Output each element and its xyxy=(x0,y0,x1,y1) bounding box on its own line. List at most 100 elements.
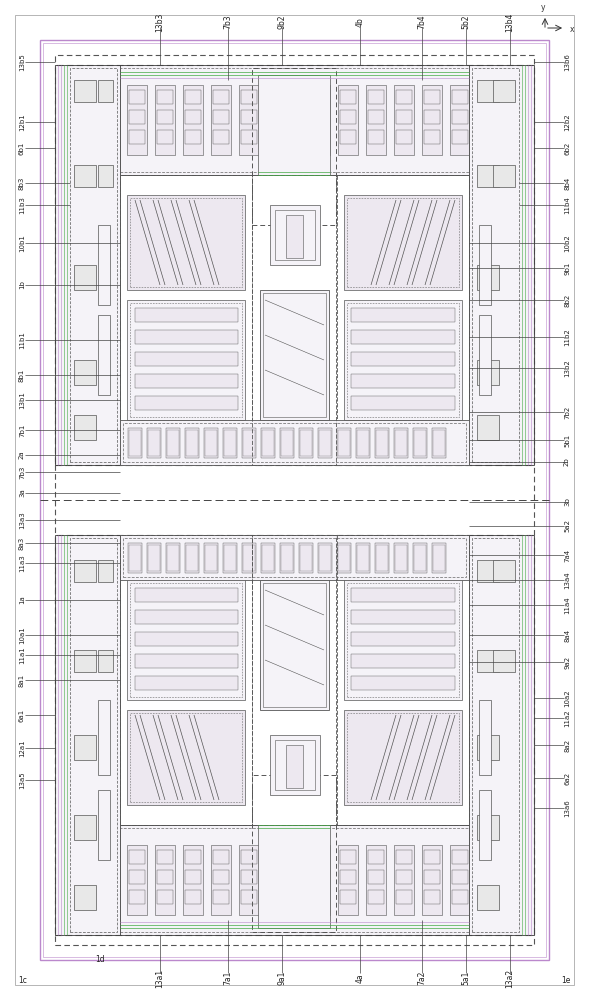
Bar xyxy=(123,538,466,577)
Bar xyxy=(74,80,96,102)
Text: 3b: 3b xyxy=(564,498,570,506)
Bar xyxy=(312,110,328,124)
Bar xyxy=(213,130,229,144)
Bar xyxy=(275,740,315,790)
Bar xyxy=(241,110,257,124)
Bar xyxy=(413,543,427,573)
Bar xyxy=(120,535,469,580)
Bar xyxy=(319,430,331,456)
Bar xyxy=(263,583,326,707)
Bar xyxy=(269,90,285,104)
Text: 6b1: 6b1 xyxy=(19,141,25,155)
Bar xyxy=(185,543,199,573)
Bar xyxy=(452,870,468,884)
Bar xyxy=(117,65,472,175)
Bar xyxy=(40,40,549,960)
Text: 8a1: 8a1 xyxy=(19,673,25,687)
Bar xyxy=(396,90,412,104)
Bar xyxy=(318,543,332,573)
Text: 13b4: 13b4 xyxy=(505,12,515,32)
Text: 11a4: 11a4 xyxy=(564,596,570,614)
Bar xyxy=(338,430,350,456)
Bar xyxy=(368,870,384,884)
Bar xyxy=(239,845,259,915)
Bar xyxy=(211,85,231,155)
Bar xyxy=(98,790,110,860)
Text: 13a5: 13a5 xyxy=(19,771,25,789)
Bar xyxy=(129,850,145,864)
Bar xyxy=(414,545,426,571)
Bar xyxy=(356,428,370,458)
Bar xyxy=(157,130,173,144)
Bar xyxy=(213,870,229,884)
Text: 5a2: 5a2 xyxy=(564,520,570,532)
Bar xyxy=(469,535,534,935)
Bar xyxy=(185,90,201,104)
Bar xyxy=(129,90,145,104)
Bar xyxy=(351,610,455,624)
Bar xyxy=(452,90,468,104)
Bar xyxy=(43,43,546,957)
Bar xyxy=(432,543,446,573)
Text: 8a3: 8a3 xyxy=(19,536,25,550)
Bar xyxy=(157,890,173,904)
Bar xyxy=(281,545,293,571)
Bar xyxy=(167,545,179,571)
Bar xyxy=(135,588,238,602)
Bar xyxy=(319,545,331,571)
Bar xyxy=(337,428,351,458)
Bar xyxy=(340,130,356,144)
Bar xyxy=(127,580,245,700)
Text: 2b: 2b xyxy=(564,458,570,466)
Text: 1b: 1b xyxy=(19,281,25,289)
Bar xyxy=(357,430,369,456)
Text: 8b1: 8b1 xyxy=(19,368,25,382)
Bar xyxy=(70,68,117,462)
Bar xyxy=(147,428,161,458)
Bar xyxy=(452,130,468,144)
Bar xyxy=(477,735,499,760)
Text: 13a4: 13a4 xyxy=(564,571,570,589)
Bar xyxy=(395,430,407,456)
Bar xyxy=(493,80,515,102)
Bar xyxy=(280,543,294,573)
Bar xyxy=(157,850,173,864)
Bar xyxy=(261,428,275,458)
Text: 11b4: 11b4 xyxy=(564,196,570,214)
Text: 10a1: 10a1 xyxy=(19,626,25,644)
Bar xyxy=(204,428,218,458)
Text: 7b4: 7b4 xyxy=(418,15,426,29)
Bar xyxy=(351,588,455,602)
Bar xyxy=(375,543,389,573)
Bar xyxy=(368,130,384,144)
Text: 12b1: 12b1 xyxy=(19,113,25,131)
Bar xyxy=(239,85,259,155)
Bar xyxy=(157,110,173,124)
Text: y: y xyxy=(541,3,545,12)
Text: 5b2: 5b2 xyxy=(462,15,471,29)
Bar xyxy=(493,165,515,187)
Text: 7b3: 7b3 xyxy=(19,465,25,479)
Text: 4b: 4b xyxy=(356,17,365,27)
Bar xyxy=(147,543,161,573)
Bar xyxy=(258,75,330,175)
Text: 11a1: 11a1 xyxy=(19,646,25,664)
Text: 13b1: 13b1 xyxy=(19,391,25,409)
Bar xyxy=(130,303,242,417)
Bar xyxy=(424,130,440,144)
Bar xyxy=(344,580,462,700)
Bar xyxy=(479,225,491,305)
Bar xyxy=(375,428,389,458)
Bar xyxy=(270,205,320,265)
Text: 1a: 1a xyxy=(19,596,25,604)
Text: 11b2: 11b2 xyxy=(564,328,570,346)
Bar xyxy=(260,290,329,420)
Bar xyxy=(479,315,491,395)
Bar xyxy=(135,396,238,410)
Bar xyxy=(267,845,287,915)
Bar xyxy=(185,850,201,864)
Bar xyxy=(396,110,412,124)
Bar xyxy=(130,583,242,697)
Text: 2a: 2a xyxy=(19,451,25,459)
Bar xyxy=(261,543,275,573)
